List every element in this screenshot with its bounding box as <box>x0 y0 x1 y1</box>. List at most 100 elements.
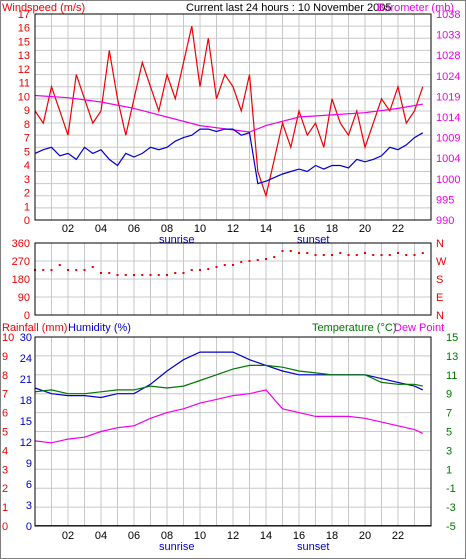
humidity-tick-label: 18 <box>20 395 32 407</box>
direction-point <box>116 274 119 276</box>
temp-humidity-panel: Rainfall (mm) Humidity (%) Temperature (… <box>2 322 458 553</box>
windspeed-tick-label: 7 <box>24 133 30 145</box>
x-tick-label: 10 <box>194 530 206 542</box>
x-tick-label: 14 <box>260 223 272 235</box>
temperature-tick-label: 3 <box>446 445 452 457</box>
direction-point <box>248 260 251 262</box>
series-line-0 <box>34 25 424 199</box>
x-tick-label: 08 <box>161 530 173 542</box>
temperature-tick-label: 1 <box>446 464 452 476</box>
windspeed-tick-label: 12 <box>18 64 30 76</box>
temperature-label: Temperature (°C) <box>312 322 396 334</box>
direction-point <box>75 269 78 271</box>
rain-tick-label: 9 <box>2 351 8 363</box>
humidity-tick-label: 24 <box>20 353 32 365</box>
temperature-tick-label: 5 <box>446 427 452 439</box>
direction-point <box>133 274 135 276</box>
direction-point <box>355 254 358 256</box>
humidity-tick-label: 9 <box>26 458 32 470</box>
humidity-tick-label: 0 <box>26 521 32 533</box>
direction-point <box>322 254 325 256</box>
direction-point <box>388 254 391 256</box>
x-tick-label: 12 <box>227 223 239 235</box>
left-ticks: 360 270 180 90 0 <box>12 238 30 322</box>
rain-tick-label: 10 <box>2 332 14 344</box>
direction-point <box>215 266 218 268</box>
direction-point <box>174 272 177 274</box>
direction-point <box>314 254 317 256</box>
rain-tick-label: 8 <box>2 370 8 382</box>
rain-tick-label: 3 <box>2 464 8 476</box>
direction-point <box>306 252 309 254</box>
sunset-label: sunset <box>297 541 329 553</box>
series-line-2 <box>34 128 424 185</box>
rain-tick-label: 7 <box>2 389 8 401</box>
direction-tick-label: 360 <box>12 238 30 250</box>
direction-point <box>58 264 61 266</box>
x-tick-label: 04 <box>95 530 107 542</box>
windspeed-tick-label: 16 <box>18 23 30 35</box>
barometer-tick-label: 1019 <box>436 91 460 103</box>
windspeed-tick-label: 3 <box>24 174 30 186</box>
direction-point <box>157 274 160 276</box>
x-tick-label: 04 <box>95 223 107 235</box>
temperature-tick-label: 15 <box>446 332 458 344</box>
gridlines <box>35 14 431 220</box>
barometer-tick-label: 1014 <box>436 112 460 124</box>
sunrise-label: sunrise <box>159 541 194 553</box>
x-tick-label: 06 <box>128 223 140 235</box>
windspeed-tick-label: 0 <box>24 215 30 227</box>
direction-point <box>166 274 168 276</box>
temperature-tick-label: 11 <box>446 370 457 382</box>
windspeed-tick-label: 2 <box>24 188 30 200</box>
windspeed-label: Windspeed (m/s) <box>2 2 85 14</box>
humidity-tick-label: 12 <box>20 437 32 449</box>
series-line-1 <box>34 364 423 395</box>
rain-tick-label: 5 <box>2 427 8 439</box>
plot-border <box>34 242 432 316</box>
barometer-tick-label: 1038 <box>436 9 460 21</box>
windspeed-tick-label: 9 <box>24 105 30 117</box>
temperature-tick-label: -3 <box>446 502 456 514</box>
barometer-tick-label: 995 <box>436 194 454 206</box>
direction-point <box>281 250 284 252</box>
barometer-tick-label: 1000 <box>436 174 460 186</box>
direction-point <box>372 254 375 256</box>
direction-point <box>421 252 424 254</box>
direction-point <box>339 252 342 254</box>
wind-pressure-panel: Windspeed (m/s) Current last 24 hours : … <box>2 2 460 246</box>
gridlines <box>35 337 431 526</box>
x-ticks: 02 04 06 08 10 12 14 16 18 20 22 <box>62 223 404 235</box>
x-tick-label: 08 <box>161 223 173 235</box>
temperature-tick-label: 9 <box>446 389 452 401</box>
direction-point <box>149 274 152 276</box>
barometer-tick-label: 990 <box>436 215 454 227</box>
plot-border <box>34 13 432 221</box>
windspeed-tick-label: 13 <box>18 50 30 62</box>
dewpoint-label: Dew Point <box>394 322 444 334</box>
x-tick-label: 20 <box>359 530 371 542</box>
compass-tick-label: S <box>436 274 443 286</box>
direction-point <box>380 254 383 256</box>
x-tick-label: 20 <box>359 223 371 235</box>
direction-point <box>223 264 226 266</box>
compass-tick-label: N <box>436 238 444 250</box>
x-tick-label: 02 <box>62 223 74 235</box>
direction-point <box>199 269 201 271</box>
direction-point <box>256 259 259 261</box>
x-tick-label: 16 <box>293 223 305 235</box>
series-line-2 <box>34 389 424 444</box>
chart-title: Current last 24 hours : 10 November 2005 <box>186 2 391 14</box>
series-group <box>34 250 424 276</box>
direction-point <box>265 258 267 260</box>
temperature-tick-label: 7 <box>446 408 452 420</box>
direction-point <box>207 268 210 270</box>
direction-point <box>405 254 408 256</box>
barometer-tick-label: 1009 <box>436 133 460 145</box>
barometer-tick-label: 1033 <box>436 30 460 42</box>
compass-tick-label: W <box>436 256 447 268</box>
right-ticks: 1038 1033 1028 1024 1019 1014 1009 1004 1000 995 9… <box>436 9 460 227</box>
windspeed-tick-label: 17 <box>18 9 30 21</box>
humidity-tick-label: 21 <box>20 374 32 386</box>
